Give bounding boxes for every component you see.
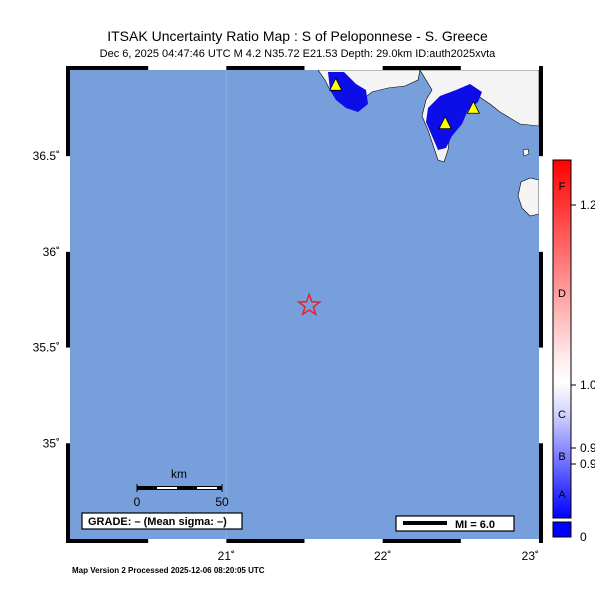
lon-tick-label: 23˚ [522,549,539,563]
colorbar-value-0: 0 [580,530,587,544]
grade-d: D [558,288,566,300]
mi-text: MI = 6.0 [455,519,495,531]
lat-tick-label: 36˚ [43,245,60,259]
grade-text: GRADE: – (Mean sigma: –) [88,516,227,528]
colorbar-value-0-9a: 0.9 [580,441,595,455]
grade-box: GRADE: – (Mean sigma: –) [81,512,243,530]
grade-a: A [558,489,566,501]
station-triangle-icon [466,100,480,114]
grade-f: F [559,181,566,193]
lon-tick-label: 21˚ [218,549,235,563]
station-triangle-icon [329,77,343,91]
colorbar-value-1-0: 1.0 [580,378,595,392]
colorbar-value-0-9b: 0.9 [580,457,595,471]
station-triangle-icon [438,115,452,130]
map-title: ITSAK Uncertainty Ratio Map : S of Pelop… [107,28,488,44]
lat-tick-label: 35˚ [43,436,60,450]
scale-bar: km 0 50 [134,467,229,509]
lon-tick-label: 22˚ [374,549,391,563]
grade-b: B [558,451,565,463]
frame-ticks [66,66,543,543]
scale-start: 0 [134,495,141,509]
colorbar-value-1-2: 1.2 [580,198,595,212]
colorbar: F D C B A 1.2 1.0 0.9 0.9 0 [552,159,595,544]
epicenter-star-icon [296,292,322,317]
land-small-island [522,148,530,157]
land-kythera [517,177,539,217]
grade-c: C [558,409,566,421]
uncertainty-zone-east [426,84,482,150]
scale-unit: km [171,467,187,481]
scale-end: 50 [215,495,229,509]
lat-tick-label: 36.5˚ [33,149,60,163]
event-info: Dec 6, 2025 04:47:46 UTC M 4.2 N35.72 E2… [99,48,496,60]
lat-tick-label: 35.5˚ [33,341,60,355]
axis-labels: 21˚ 22˚ 23˚ 36.5˚ 36˚ 35.5˚ 35˚ [33,149,539,563]
sea-area [70,70,539,539]
map-version-footer: Map Version 2 Processed 2025-12-06 08:20… [72,566,265,575]
mi-box: MI = 6.0 [395,515,515,532]
stations-layer [329,77,480,130]
